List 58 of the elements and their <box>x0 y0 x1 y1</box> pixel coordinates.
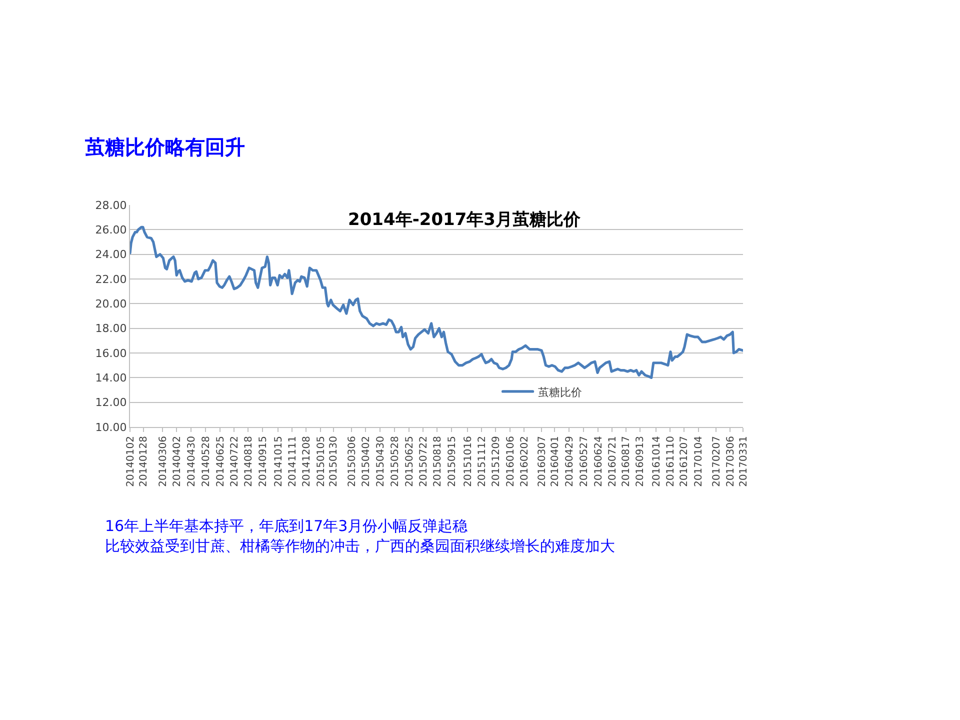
x-tick-label: 20160307 <box>536 436 548 487</box>
x-tick-label: 20170104 <box>694 436 705 487</box>
x-tick-label: 20170331 <box>738 436 750 487</box>
x-tick-label: 20150430 <box>375 436 386 487</box>
y-tick-label: 16.00 <box>95 346 127 360</box>
text: 16年上半年基本持平，年底到17年3月份小幅反弹起稳 <box>105 517 468 535</box>
x-tick-label: 20150130 <box>328 436 340 487</box>
x-tick-label: 20160913 <box>635 436 646 487</box>
x-tick-label: 20140722 <box>229 436 240 487</box>
x-tick-label: 20151016 <box>462 436 474 487</box>
x-tick-label: 20140402 <box>172 436 183 487</box>
x-tick-label: 20140625 <box>215 436 226 487</box>
y-tick-label: 20.00 <box>95 298 127 311</box>
x-tick-label: 20160401 <box>550 436 561 487</box>
x-tick-label: 20160817 <box>621 436 632 487</box>
x-tick-label: 20150306 <box>346 436 358 487</box>
x-tick-label: 20151112 <box>476 436 488 487</box>
x-tick-label: 20141015 <box>273 436 284 487</box>
x-tick-label: 20140102 <box>125 436 136 487</box>
y-tick-label: 28.00 <box>95 198 127 212</box>
x-tick-label: 20150818 <box>432 436 444 487</box>
y-tick-label: 10.00 <box>95 420 127 434</box>
x-tick-label: 20150722 <box>418 436 430 487</box>
legend-label: 茧糖比价 <box>538 386 582 399</box>
x-tick-label: 20150402 <box>360 436 372 487</box>
x-tick-label: 20150915 <box>446 436 458 487</box>
x-tick-label: 20160527 <box>578 436 590 487</box>
x-tick-label: 20141111 <box>287 436 298 487</box>
x-tick-label: 20141208 <box>301 436 312 487</box>
x-tick-label: 20140128 <box>138 436 150 487</box>
x-tick-label: 20161207 <box>679 436 690 487</box>
x-tick-label: 20140528 <box>200 436 212 487</box>
x-tick-label: 20160202 <box>519 436 530 487</box>
x-tick-label: 20150528 <box>390 436 401 487</box>
x-tick-label: 20140818 <box>243 436 254 487</box>
x-tick-label: 20151209 <box>490 436 502 487</box>
x-tick-label: 20140915 <box>258 436 269 487</box>
x-tick-label: 20161110 <box>665 436 676 487</box>
y-tick-label: 12.00 <box>95 396 127 410</box>
x-tick-label: 20160624 <box>593 436 604 487</box>
text: 比较效益受到甘蔗、柑橘等作物的冲击，广西的桑园面积继续增长的难度加大 <box>105 537 615 555</box>
x-tick-label: 20140306 <box>158 436 169 487</box>
x-tick-label: 20170306 <box>725 436 736 487</box>
x-tick-label: 20150105 <box>316 436 327 487</box>
y-tick-label: 14.00 <box>95 372 127 385</box>
y-tick-label: 24.00 <box>95 248 127 262</box>
y-tick-label: 22.00 <box>95 272 127 286</box>
x-tick-label: 20170207 <box>711 436 722 487</box>
x-tick-label: 20160106 <box>505 436 516 487</box>
x-tick-label: 20140430 <box>186 436 198 487</box>
chart-subtitle: 2014年-2017年3月茧糖比价 <box>348 210 582 230</box>
y-tick-label: 26.00 <box>95 224 127 237</box>
x-tick-label: 20160721 <box>607 436 618 487</box>
x-tick-label: 20161014 <box>651 436 662 487</box>
chart-title: 茧糖比价略有回升 <box>84 135 245 159</box>
x-tick-label: 20160429 <box>564 436 576 487</box>
x-tick-label: 20150625 <box>404 436 416 487</box>
y-tick-label: 18.00 <box>95 322 127 336</box>
